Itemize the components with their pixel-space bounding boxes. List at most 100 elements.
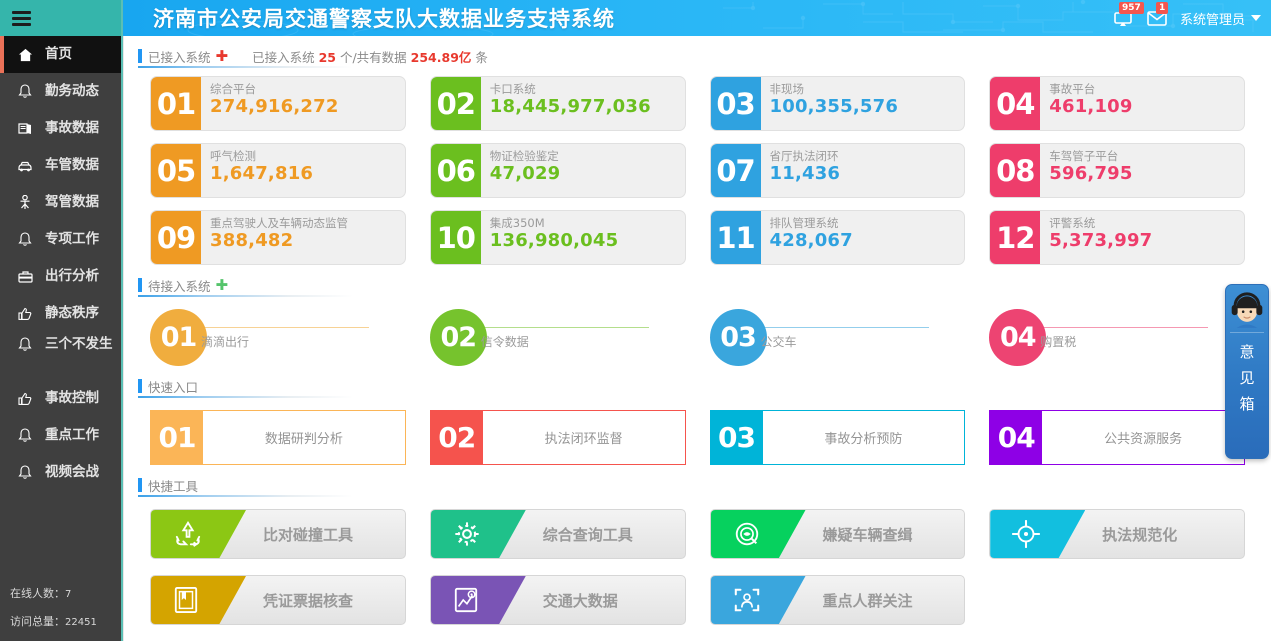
quick-entry-card[interactable]: 01 数据研判分析 (150, 410, 406, 465)
quick-entry-card[interactable]: 04 公共资源服务 (989, 410, 1245, 465)
sidebar-item-label: 勤务动态 (45, 82, 99, 99)
quick-entry-index: 02 (430, 411, 483, 464)
pending-system[interactable]: 02 信令数据 (429, 309, 686, 366)
target-eye-icon (710, 510, 806, 558)
section-rule (138, 495, 353, 497)
sidebar-item-6[interactable]: 出行分析 (0, 258, 121, 295)
pending-name: 滴滴出行 (201, 335, 250, 349)
sidebar-item-label: 首页 (45, 45, 72, 62)
stat-card-index: 12 (990, 211, 1041, 264)
quick-tool-cell: 交通大数据 (418, 565, 698, 631)
stat-card-name: 集成350M (489, 217, 545, 230)
stat-card[interactable]: 12 评警系统 5,373,997 (989, 210, 1245, 265)
car-icon (14, 160, 36, 172)
quick-tool-label: 嫌疑车辆查缉 (822, 525, 913, 544)
sidebar-item-8[interactable]: 三个不发生 (0, 332, 121, 380)
stat-card-name: 呼气检测 (210, 150, 256, 163)
stat-card-body: 车驾管子平台 596,795 (1040, 144, 1244, 197)
stat-card[interactable]: 03 非现场 100,355,576 (709, 76, 966, 131)
stat-card[interactable]: 05 呼气检测 1,647,816 (150, 143, 406, 198)
quick-tool-button[interactable]: 交通大数据 (429, 575, 686, 625)
pending-info: 滴滴出行 (201, 325, 406, 350)
pending-underline (201, 327, 369, 328)
add-connected-system-icon[interactable]: ✚ (215, 46, 229, 65)
user-menu[interactable]: 系统管理员 (1180, 9, 1261, 28)
pending-name: 信令数据 (480, 335, 529, 349)
stat-card-body: 卡口系统 18,445,977,036 (481, 77, 685, 130)
quick-entry-index: 01 (151, 411, 203, 464)
quick-tool-button[interactable]: 比对碰撞工具 (150, 509, 406, 559)
stat-card[interactable]: 07 省厅执法闭环 11,436 (709, 143, 966, 198)
messages-button[interactable]: 1 (1146, 2, 1169, 29)
sidebar-item-4[interactable]: 驾管数据 (0, 184, 121, 221)
sidebar-item-11[interactable]: 视频会战 (0, 454, 121, 491)
messages-badge: 1 (1155, 2, 1169, 14)
quick-tool-button[interactable]: 嫌疑车辆查缉 (709, 509, 966, 559)
alerts-button[interactable]: 957 (1112, 2, 1144, 29)
sidebar-item-3[interactable]: 车管数据 (0, 147, 121, 184)
quick-tool-cell: 综合查询工具 (418, 499, 698, 565)
stat-card-value: 428,067 (769, 230, 853, 251)
thumb-icon (14, 392, 36, 406)
sidebar-stats: 在线人数：7 访问总量：22451 (0, 585, 121, 633)
stat-card-index: 07 (710, 144, 761, 197)
pending-underline (480, 327, 649, 328)
section-header-quick-entry: 快速入口 (138, 376, 1257, 396)
stat-card[interactable]: 06 物证检验鉴定 47,029 (429, 143, 686, 198)
pending-system[interactable]: 03 公交车 (709, 309, 966, 366)
sidebar-item-label: 事故数据 (45, 119, 99, 136)
stat-card[interactable]: 01 综合平台 274,916,272 (150, 76, 406, 131)
sidebar-item-9[interactable]: 事故控制 (0, 380, 121, 417)
section-header-connected: 已接入系统 ✚ 已接入系统 25 个/共有数据 254.89亿 条 (138, 46, 1257, 66)
stat-card[interactable]: 04 事故平台 461,109 (989, 76, 1245, 131)
stat-card-value: 11,436 (769, 163, 841, 184)
quick-entry-label: 执法闭环监督 (544, 432, 623, 447)
quick-tool-label: 执法规范化 (1102, 525, 1178, 544)
section-accent-bar (138, 379, 142, 393)
sidebar-item-7[interactable]: 静态秩序 (0, 295, 121, 332)
quick-tool-cell: 凭证票据核查 (138, 565, 418, 631)
quick-entry-card[interactable]: 02 执法闭环监督 (429, 410, 686, 465)
book-icon (14, 122, 36, 135)
sidebar-item-1[interactable]: 勤务动态 (0, 73, 121, 110)
pending-name: 购置税 (1040, 335, 1077, 349)
connected-system-cell: 06 物证检验鉴定 47,029 (418, 137, 698, 204)
sidebar-item-10[interactable]: 重点工作 (0, 417, 121, 454)
quick-entry-card[interactable]: 03 事故分析预防 (709, 410, 966, 465)
section-rule (138, 295, 353, 297)
stat-card-index: 11 (710, 211, 761, 264)
user-name: 系统管理员 (1179, 12, 1245, 28)
stat-card[interactable]: 08 车驾管子平台 596,795 (989, 143, 1245, 198)
quick-entry-cell: 04 公共资源服务 (977, 400, 1257, 471)
stat-card[interactable]: 11 排队管理系统 428,067 (709, 210, 966, 265)
stat-card[interactable]: 09 重点驾驶人及车辆动态监管 388,482 (150, 210, 406, 265)
pending-system-cell: 02 信令数据 (418, 299, 698, 372)
sidebar-item-0[interactable]: 首页 (0, 36, 121, 73)
section-rule (138, 396, 353, 398)
quick-entry-grid: 01 数据研判分析 02 执法闭环监督 03 事故分析预防 04 公共资源服务 (138, 400, 1257, 471)
stat-card-name: 非现场 (769, 83, 805, 96)
menu-toggle[interactable] (0, 0, 121, 36)
sidebar-item-5[interactable]: 专项工作 (0, 221, 121, 258)
pending-system[interactable]: 01 滴滴出行 (150, 309, 406, 366)
stat-card-index: 09 (151, 211, 201, 264)
pending-system-cell: 03 公交车 (698, 299, 978, 372)
stat-card-body: 非现场 100,355,576 (761, 77, 965, 130)
stat-card[interactable]: 02 卡口系统 18,445,977,036 (429, 76, 686, 131)
add-pending-system-icon[interactable]: ✚ (215, 275, 229, 294)
pending-system[interactable]: 04 购置税 (989, 309, 1245, 366)
stat-card-name: 物证检验鉴定 (489, 150, 559, 163)
stat-card-value: 596,795 (1049, 163, 1133, 184)
stat-card[interactable]: 10 集成350M 136,980,045 (429, 210, 686, 265)
headset-operator-icon (1231, 292, 1263, 328)
sidebar-item-2[interactable]: 事故数据 (0, 110, 121, 147)
stat-card-index: 08 (990, 144, 1041, 197)
stat-card-value: 461,109 (1049, 96, 1133, 117)
quick-tool-button[interactable]: 执法规范化 (989, 509, 1245, 559)
quick-tool-button[interactable]: 重点人群关注 (709, 575, 966, 625)
sidebar-item-label: 出行分析 (45, 267, 99, 284)
quick-tool-button[interactable]: 综合查询工具 (429, 509, 686, 559)
feedback-box-button[interactable]: 意见箱 (1225, 284, 1269, 459)
quick-tool-button[interactable]: 凭证票据核查 (150, 575, 406, 625)
section-header-pending: 待接入系统 ✚ (138, 275, 1257, 295)
